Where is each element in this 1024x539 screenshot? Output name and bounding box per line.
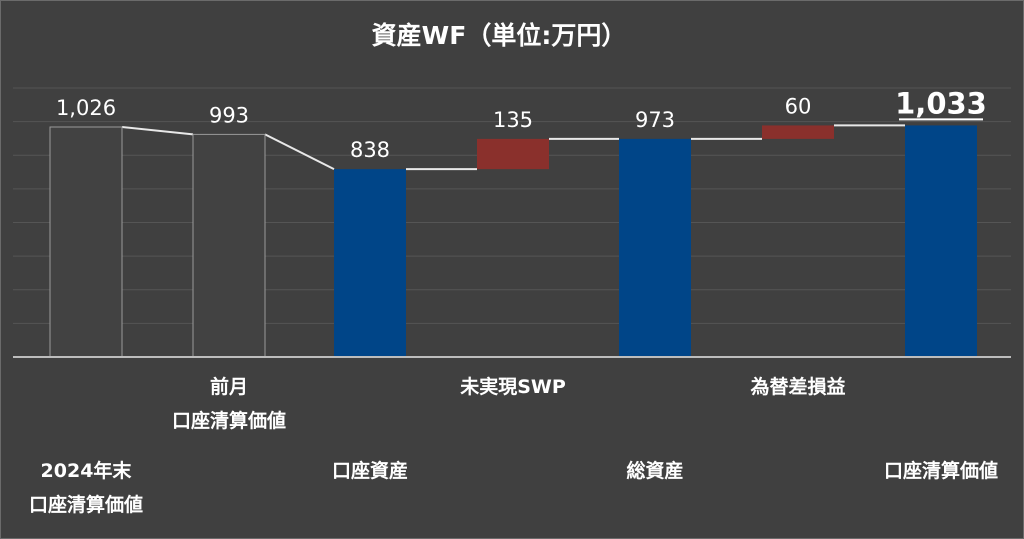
- category-label: 口座資産: [332, 459, 408, 482]
- data-label: 1,026: [56, 96, 116, 120]
- category-label: 2024年末: [41, 459, 133, 482]
- bar: [192, 133, 266, 358]
- category-label: 口座清算価値: [884, 459, 998, 482]
- bar: [905, 125, 977, 357]
- bars: [49, 125, 977, 358]
- bar: [762, 125, 834, 139]
- data-label: 973: [635, 108, 675, 132]
- category-label: 口座清算価値: [172, 409, 286, 432]
- bar: [619, 138, 691, 357]
- bar: [477, 138, 549, 170]
- data-labels: 1,026 993 838 135 973 60 1,033: [56, 86, 987, 162]
- category-label: 未実現SWP: [459, 375, 566, 398]
- data-label: 1,033: [895, 86, 987, 120]
- category-label: 総資産: [626, 459, 683, 482]
- category-label: 口座清算価値: [29, 493, 143, 516]
- connector-lines: [121, 124, 905, 171]
- category-label: 前月: [210, 375, 248, 398]
- data-label: 993: [209, 103, 249, 127]
- data-label: 60: [785, 94, 812, 118]
- category-labels: 2024年末口座清算価値前月口座清算価値口座資産未実現SWP総資産為替差損益口座…: [29, 375, 998, 516]
- connector-line: [264, 133, 335, 171]
- data-label: 838: [350, 138, 390, 162]
- gridlines: [13, 87, 1011, 358]
- category-label: 為替差損益: [750, 375, 845, 398]
- data-label: 135: [493, 108, 533, 132]
- bar: [334, 169, 406, 357]
- chart-title: 資産WF（単位:万円）: [372, 21, 627, 50]
- bar: [49, 126, 123, 358]
- connector-line: [121, 126, 194, 136]
